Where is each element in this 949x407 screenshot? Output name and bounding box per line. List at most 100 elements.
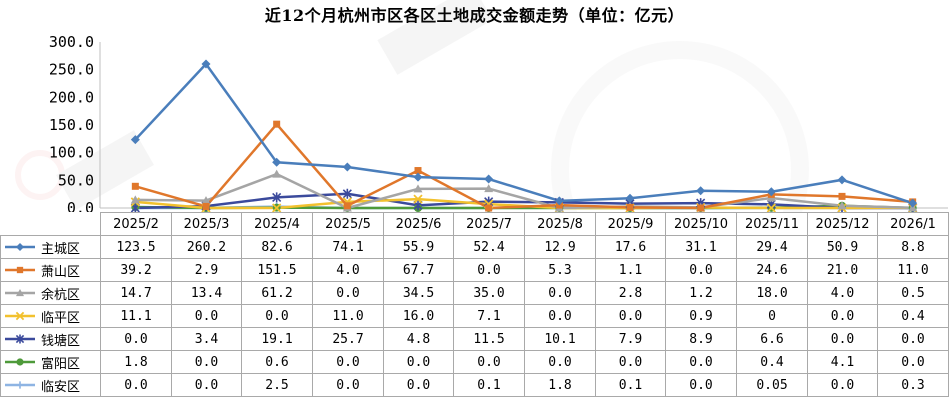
table-cell: 0.0 bbox=[383, 373, 454, 397]
data-point bbox=[484, 184, 494, 193]
table-cell: 4.0 bbox=[807, 281, 878, 305]
data-point bbox=[697, 204, 705, 212]
line-chart: 300.0 250.0 200.0 150.0 100.0 50.0 0.0 bbox=[15, 0, 948, 212]
data-point bbox=[342, 162, 352, 172]
table-cell: 0.0 bbox=[595, 304, 666, 328]
table-cell: 11.1 bbox=[100, 304, 172, 328]
table-cell: 0.0 bbox=[807, 304, 878, 328]
table-cell: 0.0 bbox=[807, 373, 878, 397]
data-point bbox=[413, 184, 423, 193]
legend-key-icon bbox=[5, 311, 35, 321]
watermark bbox=[15, 0, 809, 212]
table-cell: 1.8 bbox=[524, 373, 596, 397]
data-point bbox=[413, 172, 423, 182]
table-cell: 17.6 bbox=[595, 235, 666, 259]
legend-key-icon bbox=[5, 242, 35, 252]
data-point bbox=[766, 203, 776, 212]
table-cell: 67.7 bbox=[383, 258, 454, 282]
legend-entry: 萧山区 bbox=[0, 258, 101, 282]
table-cell: 74.1 bbox=[312, 235, 384, 259]
data-table: 2025/2 2025/3 2025/4 2025/5 2025/6 2025/7 2025… bbox=[0, 212, 949, 397]
table-row: 余杭区 14.7 13.4 61.2 0.0 34.5 35.0 0.0 2.8 1.2 18.0 4… bbox=[0, 281, 949, 305]
table-cell: 16.0 bbox=[383, 304, 454, 328]
table-cell: 21.0 bbox=[807, 258, 878, 282]
series-name: 钱塘区 bbox=[41, 333, 81, 349]
table-cell: 0.0 bbox=[524, 350, 596, 374]
table-cell: 1.8 bbox=[100, 350, 172, 374]
table-cell: 24.6 bbox=[736, 258, 808, 282]
data-point bbox=[201, 196, 211, 205]
x-tick-label: 2025/8 bbox=[524, 212, 596, 236]
table-cell: 0.0 bbox=[312, 350, 384, 374]
table-cell: 0.0 bbox=[453, 350, 525, 374]
table-cell: 0.0 bbox=[312, 373, 384, 397]
legend-key-icon bbox=[5, 381, 35, 389]
data-point bbox=[202, 202, 210, 210]
data-point bbox=[272, 169, 282, 178]
table-cell: 0.0 bbox=[524, 281, 596, 305]
table-cell: 4.0 bbox=[312, 258, 384, 282]
table-cell: 14.7 bbox=[100, 281, 172, 305]
y-tick-label: 200.0 bbox=[49, 88, 94, 106]
x-tick-label: 2025/10 bbox=[665, 212, 737, 236]
table-cell: 0.4 bbox=[877, 304, 949, 328]
data-point bbox=[626, 203, 634, 211]
table-cell: 3.4 bbox=[171, 327, 242, 351]
series-name: 萧山区 bbox=[41, 264, 81, 280]
table-row: 富阳区 1.8 0.0 0.6 0.0 0.0 0.0 0.0 0.0 0.0 0.4 4.1 0.0 bbox=[0, 350, 949, 374]
table-cell: 1.2 bbox=[665, 281, 737, 305]
data-point bbox=[272, 203, 282, 212]
table-cell: 4.1 bbox=[807, 350, 878, 374]
table-cell: 52.4 bbox=[453, 235, 525, 259]
data-point bbox=[484, 174, 494, 184]
x-tick-label: 2025/11 bbox=[736, 212, 808, 236]
table-cell: 0.0 bbox=[171, 373, 242, 397]
table-cell: 11.5 bbox=[453, 327, 525, 351]
series-name: 临安区 bbox=[41, 379, 81, 395]
data-point bbox=[837, 175, 847, 185]
data-point bbox=[413, 194, 423, 204]
table-cell: 0.0 bbox=[807, 327, 878, 351]
legend-entry: 临平区 bbox=[0, 304, 101, 328]
table-cell: 2.5 bbox=[241, 373, 313, 397]
legend-key-icon bbox=[5, 334, 35, 344]
series-line bbox=[134, 122, 913, 210]
x-tick-label: 2025/12 bbox=[807, 212, 878, 236]
series-name: 余杭区 bbox=[41, 287, 81, 303]
legend-key-icon bbox=[5, 358, 35, 366]
y-tick-label: 100.0 bbox=[49, 144, 94, 162]
table-cell: 0.3 bbox=[877, 373, 949, 397]
table-cell: 11.0 bbox=[877, 258, 949, 282]
data-point bbox=[342, 188, 352, 199]
table-cell: 82.6 bbox=[241, 235, 313, 259]
table-cell: 6.6 bbox=[736, 327, 808, 351]
data-point bbox=[766, 187, 776, 197]
table-cell: 0.05 bbox=[736, 373, 808, 397]
y-tick-label: 150.0 bbox=[49, 116, 94, 134]
x-tick-label: 2025/2 bbox=[100, 212, 172, 236]
table-cell: 0.5 bbox=[877, 281, 949, 305]
data-point bbox=[485, 204, 493, 212]
table-cell: 5.3 bbox=[524, 258, 596, 282]
data-point bbox=[130, 195, 140, 204]
table-cell: 260.2 bbox=[171, 235, 242, 259]
table-cell: 2.9 bbox=[171, 258, 242, 282]
data-point bbox=[131, 182, 139, 190]
table-cell: 151.5 bbox=[241, 258, 313, 282]
x-tick-label: 2025/6 bbox=[383, 212, 454, 236]
table-cell: 0.0 bbox=[665, 258, 737, 282]
table-cell: 0.0 bbox=[524, 304, 596, 328]
table-cell: 0.0 bbox=[171, 304, 242, 328]
table-cell: 0.0 bbox=[312, 281, 384, 305]
data-point bbox=[414, 167, 422, 175]
y-tick-label: 50.0 bbox=[58, 171, 94, 189]
table-cell: 0.1 bbox=[453, 373, 525, 397]
data-point bbox=[838, 192, 846, 200]
table-cell: 0.0 bbox=[877, 327, 949, 351]
table-cell: 19.1 bbox=[241, 327, 313, 351]
series-line bbox=[135, 192, 913, 210]
series-line bbox=[135, 172, 913, 210]
table-cell: 7.1 bbox=[453, 304, 525, 328]
y-tick-label: 250.0 bbox=[49, 61, 94, 79]
table-row: 钱塘区 0.0 3.4 19.1 25.7 4.8 11.5 10.1 7.9 8.9 6.6 0.0… bbox=[0, 327, 949, 351]
